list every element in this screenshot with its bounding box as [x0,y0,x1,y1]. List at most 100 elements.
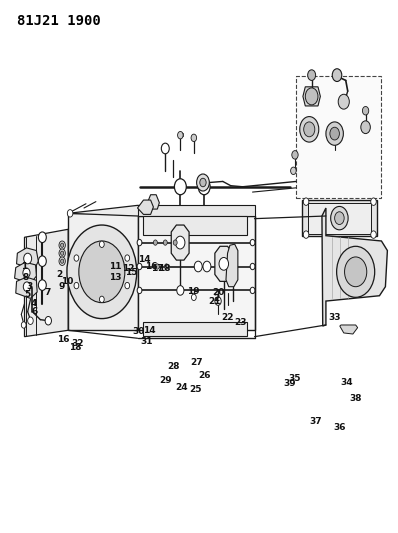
Circle shape [292,151,298,159]
Circle shape [21,322,26,328]
Text: 10: 10 [61,277,74,286]
Circle shape [100,241,104,247]
Circle shape [194,261,202,272]
Text: 11: 11 [109,262,122,271]
Circle shape [330,127,339,140]
Text: 35: 35 [289,374,301,383]
Text: 12: 12 [122,264,135,272]
Text: 1: 1 [21,262,27,271]
Text: 31: 31 [140,337,153,346]
Circle shape [219,257,228,270]
Circle shape [23,268,30,278]
Circle shape [59,257,65,265]
Text: 38: 38 [349,394,362,403]
Text: 27: 27 [191,358,203,367]
Circle shape [215,297,221,305]
Circle shape [60,251,64,255]
Text: 36: 36 [334,423,346,432]
Circle shape [153,240,157,245]
Circle shape [137,263,142,270]
Text: 17: 17 [151,264,163,272]
Circle shape [308,70,316,80]
Circle shape [338,94,349,109]
Circle shape [125,282,130,289]
Circle shape [363,107,369,115]
Text: 9: 9 [58,282,64,291]
Polygon shape [138,200,153,214]
Text: 14: 14 [138,255,150,264]
Circle shape [176,236,185,249]
Polygon shape [303,87,320,106]
Text: 22: 22 [221,312,234,321]
Polygon shape [15,262,36,284]
Text: 2: 2 [214,294,220,303]
Polygon shape [226,244,238,287]
Circle shape [155,264,159,269]
Circle shape [79,241,125,303]
Circle shape [300,117,319,142]
Circle shape [250,239,255,246]
Circle shape [335,212,344,224]
Circle shape [371,198,376,205]
Circle shape [24,253,31,264]
Bar [308,203,371,233]
Bar [138,216,255,330]
Circle shape [100,296,104,303]
Text: 16: 16 [145,262,158,271]
Text: 29: 29 [159,376,172,385]
Circle shape [38,280,46,290]
Text: 37: 37 [309,417,322,426]
Text: 33: 33 [328,312,341,321]
Circle shape [361,121,370,134]
Circle shape [74,282,79,289]
Circle shape [137,239,142,246]
Polygon shape [147,195,159,209]
Polygon shape [25,229,68,337]
Text: 19: 19 [187,287,199,296]
Text: 21: 21 [208,296,220,305]
Text: 15: 15 [125,269,137,277]
Text: 20: 20 [212,287,224,296]
Circle shape [203,261,211,272]
Circle shape [161,143,169,154]
Circle shape [177,286,184,295]
Circle shape [191,294,196,301]
Text: 18: 18 [69,343,82,352]
Text: 39: 39 [283,379,296,388]
Text: 28: 28 [167,362,179,371]
Circle shape [326,122,343,146]
Bar [138,205,255,216]
Circle shape [45,317,51,325]
Circle shape [197,174,209,191]
Circle shape [59,249,65,257]
Circle shape [332,69,342,82]
Bar [143,216,247,235]
Circle shape [23,282,30,292]
Circle shape [178,132,183,139]
Circle shape [125,255,130,261]
Circle shape [164,264,168,269]
Text: 26: 26 [198,371,211,380]
Text: 25: 25 [189,385,201,394]
Bar [302,199,377,236]
Bar [162,147,168,151]
Circle shape [345,257,367,287]
Circle shape [38,232,46,243]
Text: 2: 2 [56,270,62,279]
Text: 13: 13 [109,273,121,281]
Circle shape [38,256,46,266]
Circle shape [337,246,375,297]
Text: 8: 8 [22,273,28,281]
Text: 81J21 1900: 81J21 1900 [17,14,100,28]
Text: 7: 7 [44,287,51,296]
Polygon shape [215,246,233,281]
Circle shape [303,198,309,205]
Circle shape [331,206,348,230]
Circle shape [291,167,296,174]
Text: 30: 30 [133,327,145,336]
Circle shape [163,240,167,245]
Text: 4: 4 [30,299,37,308]
Bar [143,322,247,336]
Circle shape [173,240,177,245]
Polygon shape [340,325,358,334]
